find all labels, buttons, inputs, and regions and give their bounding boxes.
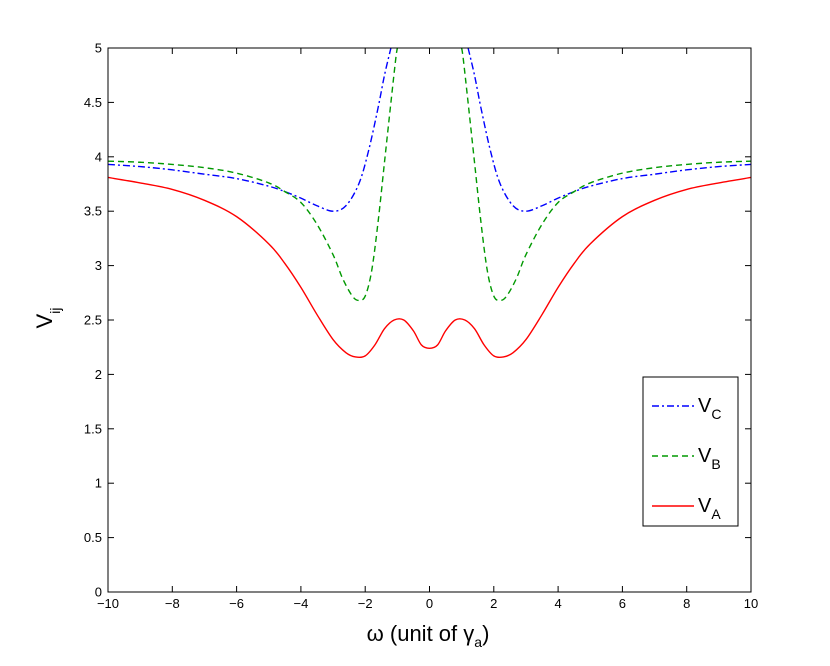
x-tick-label: 6: [619, 596, 626, 611]
series-line-vc-right: [467, 48, 751, 212]
tick-labels: −10 −8 −6 −4 −2 0 2 4 6 8 10 0 0.5 1 1.5 2 2.5 3 3.5 4 4.5 5: [84, 41, 758, 612]
x-tick-label: 10: [744, 596, 758, 611]
y-tick-label: 3.5: [84, 204, 102, 219]
x-tick-label: −8: [165, 596, 180, 611]
y-tick-label: 2.5: [84, 313, 102, 328]
legend-label-vc: VC: [698, 395, 721, 422]
y-tick-label: 1.5: [84, 421, 102, 436]
series-line-vb-right: [460, 48, 751, 302]
legend: VC VB VA: [642, 376, 739, 527]
series-line-vb-left: [108, 48, 399, 302]
x-tick-label: −4: [293, 596, 308, 611]
x-tick-label: −2: [358, 596, 373, 611]
axis-ticks: [107, 47, 752, 593]
y-tick-label: 3: [95, 258, 102, 273]
y-tick-label: 4.5: [84, 95, 102, 110]
x-tick-label: 2: [490, 596, 497, 611]
series-line-va-left: [108, 176, 751, 359]
legend-label-va: VA: [698, 495, 721, 522]
x-tick-label: 4: [554, 596, 561, 611]
legend-box: [642, 376, 739, 527]
x-tick-label: −6: [229, 596, 244, 611]
y-tick-label: 0: [95, 585, 102, 600]
y-axis-label: Vij: [32, 308, 63, 329]
y-tick-label: 1: [95, 476, 102, 491]
plot-frame: [107, 47, 752, 593]
y-tick-label: 5: [95, 41, 102, 56]
x-tick-label: −10: [97, 596, 119, 611]
series-layer: [108, 48, 751, 359]
x-axis-label: ω (unit of γa): [367, 621, 490, 650]
legend-label-vb: VB: [698, 445, 721, 472]
x-tick-label: 8: [683, 596, 690, 611]
y-tick-label: 4: [95, 149, 102, 164]
x-tick-label: 0: [426, 596, 433, 611]
y-tick-label: 0.5: [84, 530, 102, 545]
y-tick-label: 2: [95, 367, 102, 382]
series-line-vc-left: [108, 48, 392, 212]
